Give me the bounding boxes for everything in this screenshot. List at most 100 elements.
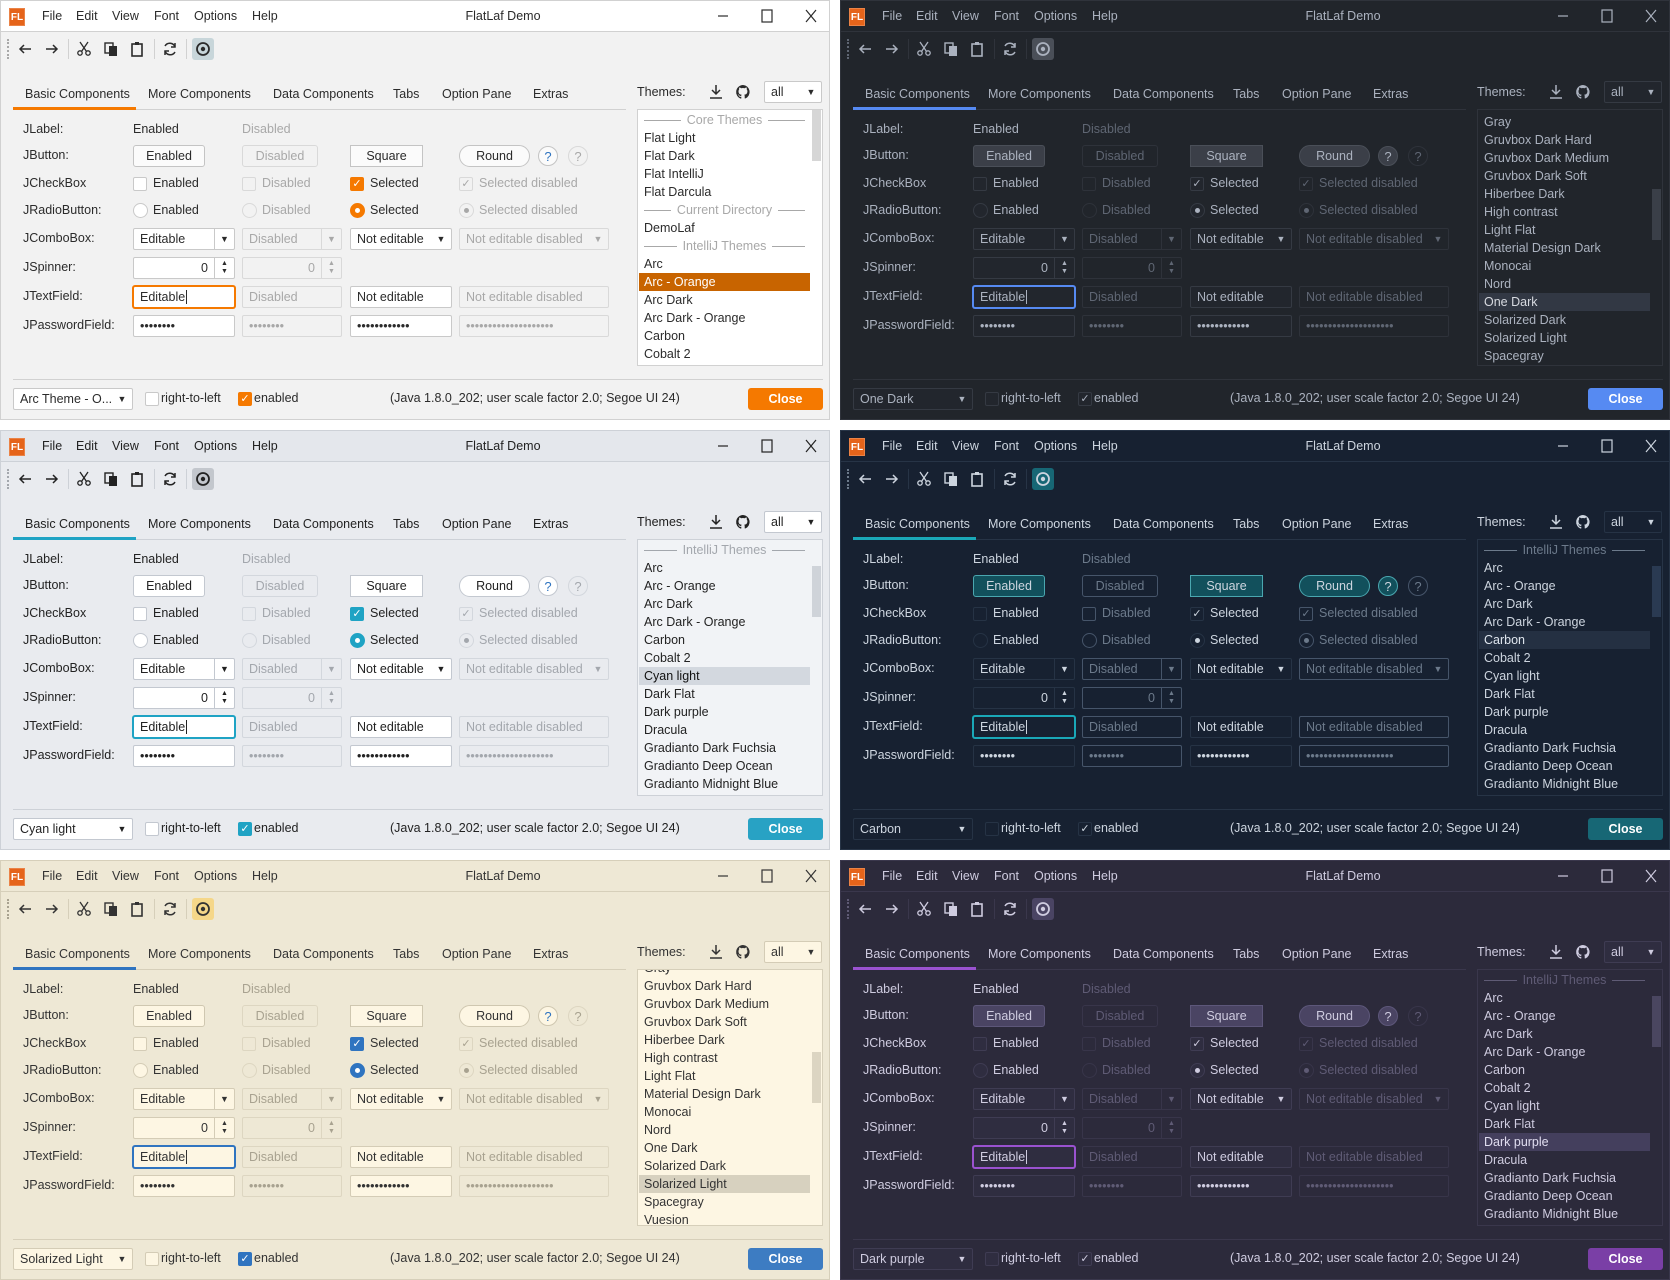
close-icon[interactable] [803,438,819,454]
radio-selected[interactable] [350,633,365,648]
theme-list-item[interactable]: Carbon [1484,1063,1525,1077]
round-button[interactable]: Round [459,575,530,597]
radio-enabled[interactable] [973,633,988,648]
tab-tabs[interactable]: Tabs [1233,87,1260,101]
spinner-arrows-icon[interactable]: ▲ ▼ [1054,688,1074,708]
theme-list-item[interactable]: Arc Dark - Orange [644,311,746,325]
enabled-checkbox[interactable]: ✓ [238,822,252,836]
not-editable-combo[interactable]: Not editable ▼ [350,228,452,250]
tab-option-pane[interactable]: Option Pane [1282,517,1352,531]
theme-list-item[interactable]: Dark Flat [1484,1117,1535,1131]
theme-list-item[interactable]: One Dark [1479,293,1650,311]
theme-list-item[interactable]: Gray [639,970,810,977]
back-icon[interactable] [17,41,33,57]
theme-list-item[interactable]: Solarized Dark [1484,313,1566,327]
download-icon[interactable] [1548,84,1564,100]
radio-enabled[interactable] [133,1063,148,1078]
tab-more-components[interactable]: More Components [988,947,1091,961]
minimize-icon[interactable] [1555,8,1571,24]
maximize-icon[interactable] [759,8,775,24]
theme-list-item[interactable]: Light Flat [644,1069,696,1083]
themes-list-scrollbar[interactable] [812,565,821,617]
help-button[interactable]: ? [538,576,558,596]
maximize-icon[interactable] [1599,868,1615,884]
theme-list-item[interactable]: Dark purple [644,705,709,719]
menu-help[interactable]: Help [252,439,278,453]
theme-list-item[interactable]: Flat Darcula [644,185,712,199]
menu-view[interactable]: View [112,9,139,23]
close-button[interactable]: Close [748,388,823,410]
theme-list-item[interactable]: Monocai [1484,259,1532,273]
theme-list-item[interactable]: Dark Flat [644,687,695,701]
round-button[interactable]: Round [459,1005,530,1027]
theme-list-item[interactable]: Carbon [644,329,685,343]
inspector-toggle-button[interactable] [192,468,214,490]
refresh-icon[interactable] [162,41,178,57]
theme-list-item[interactable]: Gray [1484,115,1512,129]
password-field[interactable]: •••••••• [973,745,1075,767]
help-button[interactable]: ? [1378,146,1398,166]
forward-icon[interactable] [884,41,900,57]
right-to-left-checkbox[interactable] [145,392,159,406]
editable-combo[interactable]: Editable ▼ [973,658,1075,680]
theme-list-item[interactable]: Dark Flat [1484,687,1535,701]
github-icon[interactable] [1575,84,1591,100]
theme-list-item[interactable]: Nord [644,1123,672,1137]
theme-list-item[interactable]: Gradianto Dark Fuchsia [1484,741,1617,755]
maximize-icon[interactable] [759,868,775,884]
theme-list-item[interactable]: Spacegray [1484,349,1544,363]
tab-more-components[interactable]: More Components [988,87,1091,101]
theme-list-item[interactable]: Arc Dark [1484,597,1533,611]
inspector-toggle-button[interactable] [192,38,214,60]
chevron-down-icon[interactable]: ▼ [214,1089,234,1109]
tab-option-pane[interactable]: Option Pane [1282,87,1352,101]
menu-edit[interactable]: Edit [76,439,98,453]
password-field[interactable]: •••••••• [133,745,235,767]
theme-list-item[interactable]: Gradianto Dark Fuchsia [644,741,777,755]
github-icon[interactable] [735,944,751,960]
menu-view[interactable]: View [112,439,139,453]
themes-list[interactable]: IntelliJ Themes Arc Arc - Orange Arc Dark Ar… [1477,969,1663,1226]
download-icon[interactable] [708,514,724,530]
menu-file[interactable]: File [42,9,63,23]
enabled-checkbox[interactable]: ✓ [238,1252,252,1266]
tab-more-components[interactable]: More Components [988,517,1091,531]
close-button[interactable]: Close [748,818,823,840]
theme-list-item[interactable]: Gradianto Deep Ocean [644,759,773,773]
tab-extras[interactable]: Extras [1373,87,1409,101]
theme-list-item[interactable]: Nord [1484,277,1512,291]
editable-combo[interactable]: Editable ▼ [973,228,1075,250]
theme-list-item[interactable]: Flat IntelliJ [644,167,704,181]
theme-list-item[interactable]: Solarized Light [1484,331,1567,345]
right-to-left-checkbox[interactable] [985,822,999,836]
spinner-arrows-icon[interactable]: ▲ ▼ [214,1118,234,1138]
close-button[interactable]: Close [1588,388,1663,410]
spinner[interactable]: 0 ▲ ▼ [133,1117,235,1139]
close-button[interactable]: Close [1588,818,1663,840]
theme-combo[interactable]: Solarized Light ▼ [13,1248,133,1270]
close-button[interactable]: Close [1588,1248,1663,1270]
checkbox-enabled[interactable] [133,1037,147,1051]
not-editable-text-field[interactable]: Not editable [350,1146,452,1168]
theme-list-item[interactable]: Arc - Orange [1484,1009,1556,1023]
themes-filter-combo[interactable]: all ▼ [1604,81,1662,103]
close-icon[interactable] [1643,438,1659,454]
editable-combo[interactable]: Editable ▼ [973,1088,1075,1110]
copy-icon[interactable] [103,41,119,57]
theme-combo[interactable]: One Dark ▼ [853,388,973,410]
tab-option-pane[interactable]: Option Pane [442,517,512,531]
checkbox-selected[interactable]: ✓ [350,1037,364,1051]
menu-font[interactable]: Font [154,869,180,883]
download-icon[interactable] [708,944,724,960]
square-button[interactable]: Square [350,145,423,167]
menu-file[interactable]: File [882,9,903,23]
tab-option-pane[interactable]: Option Pane [1282,947,1352,961]
not-editable-text-field[interactable]: Not editable [1190,286,1292,308]
not-editable-text-field[interactable]: Not editable [1190,716,1292,738]
checkbox-enabled[interactable] [973,177,987,191]
round-button[interactable]: Round [1299,145,1370,167]
spinner[interactable]: 0 ▲ ▼ [133,257,235,279]
theme-list-item[interactable]: Arc Dark - Orange [1484,1045,1586,1059]
not-editable-text-field[interactable]: Not editable [1190,1146,1292,1168]
enabled-button[interactable]: Enabled [133,575,205,597]
